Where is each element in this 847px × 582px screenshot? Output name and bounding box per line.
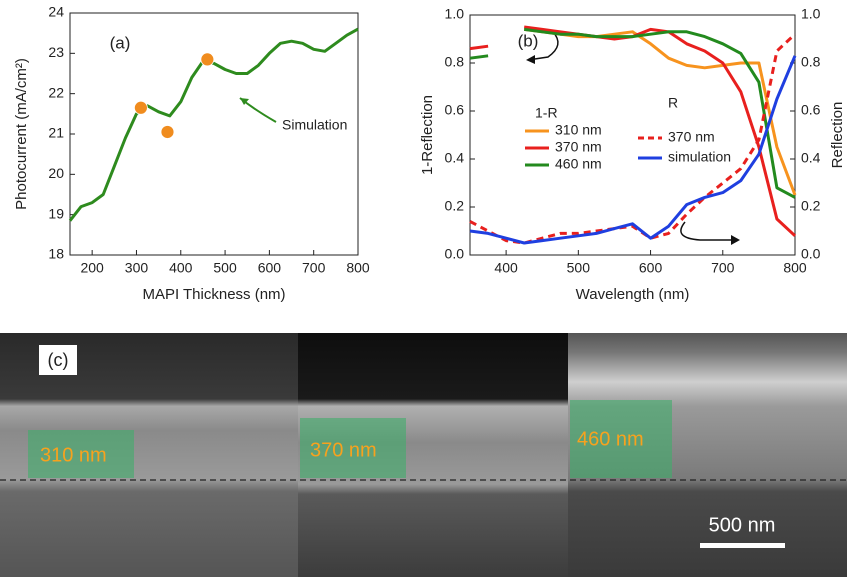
- x-tick-label: 500: [567, 260, 591, 276]
- y-tick-label: 21: [48, 125, 64, 141]
- x-tick-label: 400: [169, 260, 193, 276]
- y-tick-label: 0.2: [445, 198, 465, 214]
- scale-bar: [700, 543, 785, 548]
- y-tick-label: 23: [48, 44, 64, 60]
- x-tick-label: 600: [639, 260, 663, 276]
- legend-title: R: [668, 95, 678, 111]
- data-point: [134, 101, 147, 114]
- legend-label: 370 nm: [668, 129, 715, 145]
- annotation: Simulation: [282, 117, 347, 133]
- x-tick-label: 700: [711, 260, 735, 276]
- x-tick-label: 800: [346, 260, 370, 276]
- panel-label: (c): [48, 350, 69, 370]
- region-label: 460 nm: [577, 428, 644, 450]
- series-line: [470, 27, 795, 236]
- y-tick-label: 0.8: [445, 54, 465, 70]
- sem-panel: (c) 310 nm 370 nm 460 nm 500 nm: [0, 333, 847, 577]
- y2-tick-label: 0.0: [801, 246, 821, 262]
- y2-tick-label: 0.2: [801, 198, 821, 214]
- x-tick-label: 800: [783, 260, 807, 276]
- legend-label: 310 nm: [555, 122, 602, 138]
- y-axis-label: 1-Reflection: [419, 95, 436, 175]
- y-tick-label: 20: [48, 165, 64, 181]
- x-tick-label: 400: [494, 260, 518, 276]
- y2-tick-label: 0.4: [801, 150, 821, 166]
- region-label: 310 nm: [40, 444, 107, 466]
- legend-label: 370 nm: [555, 139, 602, 155]
- legend-label: 460 nm: [555, 156, 602, 172]
- plot-frame: [470, 15, 795, 255]
- y2-tick-label: 1.0: [801, 6, 821, 22]
- data-point: [161, 125, 174, 138]
- y-tick-label: 1.0: [445, 6, 465, 22]
- x-tick-label: 700: [302, 260, 326, 276]
- series-line: [470, 34, 795, 243]
- y-axis-label: Photocurrent (mA/cm²): [13, 58, 30, 210]
- y-tick-label: 0.6: [445, 102, 465, 118]
- y-tick-label: 0.0: [445, 246, 465, 262]
- x-tick-label: 300: [125, 260, 149, 276]
- legend-title: 1-R: [535, 105, 558, 121]
- series-line: [470, 56, 795, 243]
- arrow-head: [526, 55, 535, 64]
- y-tick-label: 18: [48, 246, 64, 262]
- region-label: 370 nm: [310, 439, 377, 461]
- y2-tick-label: 0.6: [801, 102, 821, 118]
- y2-axis-label: Reflection: [829, 102, 846, 169]
- x-axis-label: Wavelength (nm): [576, 286, 690, 303]
- y2-tick-label: 0.8: [801, 54, 821, 70]
- y-tick-label: 0.4: [445, 150, 465, 166]
- axis-arrow: [681, 222, 735, 240]
- arrow-head: [731, 235, 740, 245]
- legend-label: simulation: [668, 149, 731, 165]
- x-tick-label: 600: [258, 260, 282, 276]
- y-tick-label: 22: [48, 84, 64, 100]
- panel-label: (a): [110, 33, 131, 52]
- x-tick-label: 500: [213, 260, 237, 276]
- scale-bar-label: 500 nm: [709, 514, 776, 536]
- data-point: [201, 53, 214, 66]
- panel-label: (b): [518, 31, 539, 50]
- x-axis-label: MAPI Thickness (nm): [142, 286, 285, 303]
- figure: (c) 310 nm 370 nm 460 nm 500 nm 200 300 40…: [0, 0, 847, 577]
- y-tick-label: 24: [48, 4, 64, 20]
- x-tick-label: 200: [80, 260, 104, 276]
- y-tick-label: 19: [48, 205, 64, 221]
